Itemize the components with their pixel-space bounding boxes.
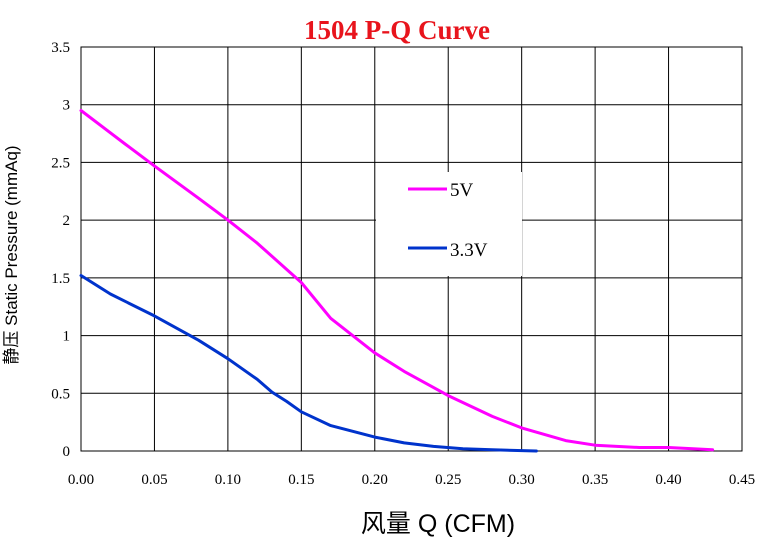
chart-title: 1504 P-Q Curve (304, 15, 490, 45)
x-tick-label: 0.00 (68, 472, 94, 488)
legend: 5V 3.3V (376, 172, 522, 276)
series-line-5v (79, 109, 715, 452)
x-tick-labels: 0.00 0.05 0.10 0.15 0.20 0.25 0.30 0.35 0.40 0.45 (68, 472, 755, 488)
x-tick-label: 0.10 (215, 472, 241, 488)
y-tick-label: 1 (63, 329, 71, 345)
x-tick-label: 0.45 (729, 472, 755, 488)
y-tick-labels: 0 0.5 1 1.5 2 2.5 3 3.5 (51, 40, 70, 460)
x-tick-label: 0.40 (655, 472, 681, 488)
legend-label-5v: 5V (450, 180, 474, 201)
y-tick-label: 0.5 (51, 386, 70, 402)
y-tick-label: 3.5 (51, 40, 70, 56)
legend-label-3v3: 3.3V (450, 240, 488, 261)
y-tick-label: 1.5 (51, 271, 70, 287)
y-axis-label: 静压 Static Pressure (mmAq) (2, 145, 21, 364)
y-tick-label: 3 (63, 98, 71, 114)
x-axis-label: 风量 Q (CFM) (361, 510, 515, 538)
x-tick-label: 0.05 (141, 472, 167, 488)
x-tick-label: 0.20 (362, 472, 388, 488)
x-tick-label: 0.35 (582, 472, 608, 488)
y-tick-label: 2 (63, 213, 71, 229)
x-tick-label: 0.30 (509, 472, 535, 488)
legend-box (376, 172, 522, 276)
series-line-3v3 (79, 274, 538, 453)
x-tick-label: 0.15 (288, 472, 314, 488)
series-group (79, 109, 715, 453)
y-tick-label: 2.5 (51, 155, 70, 171)
x-tick-label: 0.25 (435, 472, 461, 488)
y-tick-label: 0 (63, 444, 71, 460)
